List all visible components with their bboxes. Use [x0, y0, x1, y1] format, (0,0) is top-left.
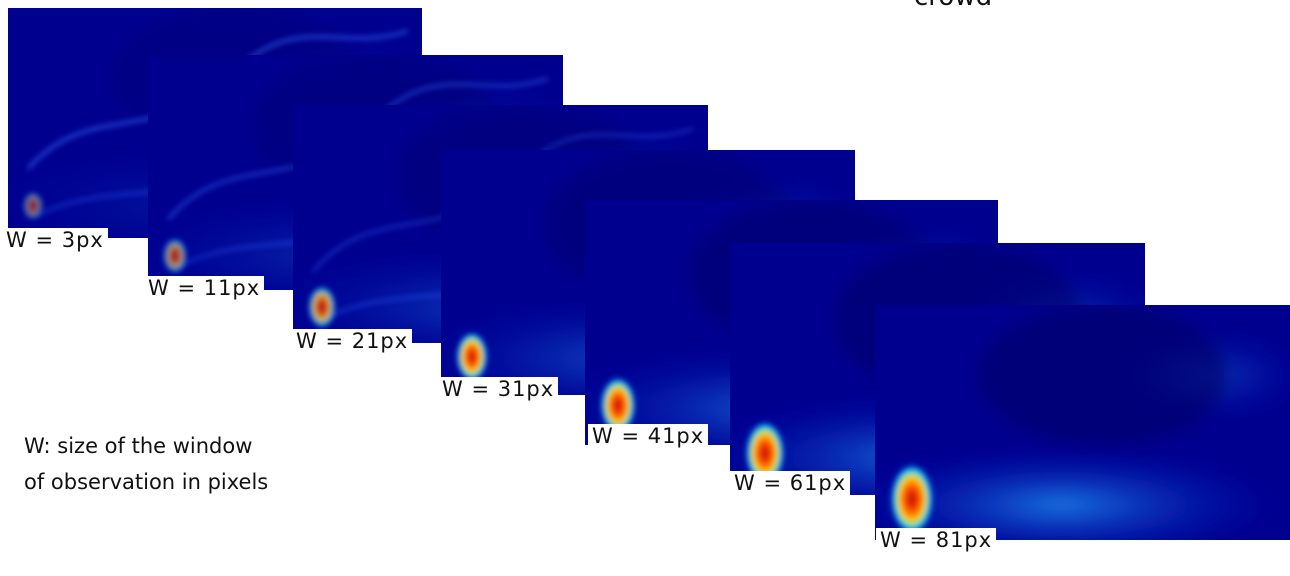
panel-label: W = 11px	[144, 276, 264, 300]
heatmap-panel	[834, 305, 1290, 564]
slide: crowd W: size of the window of observati…	[0, 0, 1290, 576]
dark-region	[979, 305, 1228, 446]
panel-label: W = 61px	[730, 471, 850, 495]
hot-spot	[23, 192, 43, 220]
panel-label: W = 31px	[438, 377, 558, 401]
panel-label: W = 41px	[588, 424, 708, 448]
hot-spot	[163, 238, 187, 273]
hot-spot	[456, 332, 488, 382]
caption-line: of observation in pixels	[24, 470, 268, 494]
panel-label: W = 3px	[2, 228, 108, 252]
caption-line: W: size of the window	[24, 434, 252, 458]
hot-spot	[308, 286, 336, 329]
panel-label: W = 81px	[876, 528, 996, 552]
panel-label: W = 21px	[292, 329, 412, 353]
hot-spot	[890, 463, 934, 535]
